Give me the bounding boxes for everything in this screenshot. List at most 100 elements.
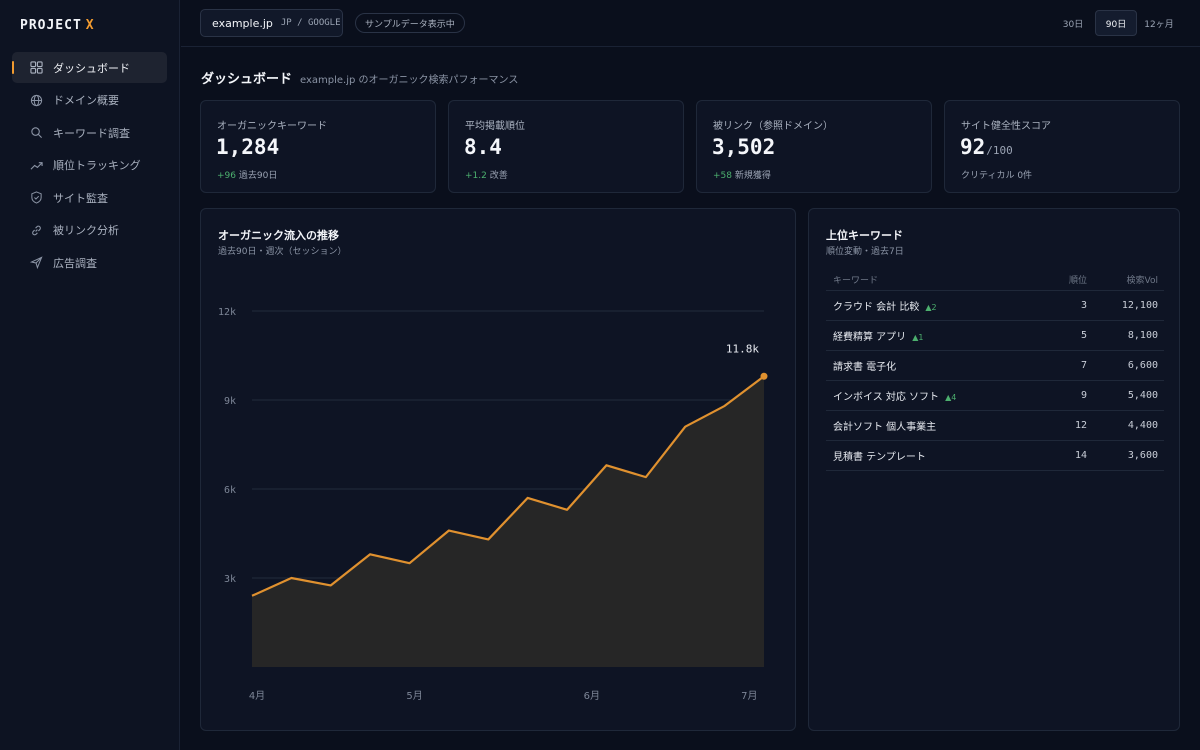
table-row[interactable]: 会計ソフト 個人事業主 12 4,400	[826, 411, 1164, 441]
sidebar-item-backlinks[interactable]: 被リンク分析	[12, 215, 167, 246]
y-tick-label: 9k	[224, 396, 236, 407]
kpi-delta: +1.2	[465, 171, 487, 181]
x-tick-label: 6月	[584, 690, 600, 702]
keyword-cell: 見積書 テンプレート	[826, 448, 1027, 463]
sidebar: PROJECT X ダッシュボード ドメイン概要 キーワード調査 順位トラッキング	[0, 0, 180, 750]
rank-change-badge: ▲4	[945, 393, 956, 402]
range-30d-button[interactable]: 30日	[1062, 19, 1084, 30]
grid-icon	[30, 61, 43, 74]
table-row[interactable]: 経費精算 アプリ ▲1 5 8,100	[826, 321, 1164, 351]
brand-name: PROJECT	[20, 18, 82, 33]
brand-logo[interactable]: PROJECT X	[20, 18, 95, 33]
sidebar-item-dashboard[interactable]: ダッシュボード	[12, 52, 167, 83]
rank-change-value: 4	[951, 393, 957, 402]
sidebar-nav: ダッシュボード ドメイン概要 キーワード調査 順位トラッキング サイト監査	[12, 52, 167, 280]
y-tick-label: 3k	[224, 574, 236, 585]
triangle-up-icon: ▲	[925, 303, 932, 312]
column-header-keyword[interactable]: キーワード	[833, 276, 879, 286]
keyword-text: 請求書 電子化	[833, 362, 897, 373]
x-tick-label: 4月	[249, 690, 265, 702]
last-point-marker	[760, 372, 768, 380]
keyword-text: クラウド 会計 比較	[833, 302, 920, 313]
trend-icon	[30, 159, 43, 172]
sidebar-item-label: 被リンク分析	[53, 224, 119, 237]
keyword-text: 経費精算 アプリ	[833, 332, 907, 343]
link-icon	[30, 224, 43, 237]
panel-subtitle: 順位変動・過去7日	[826, 247, 904, 257]
rank-cell: 3	[1080, 300, 1087, 311]
volume-cell: 5,400	[1127, 390, 1158, 401]
table-row[interactable]: 請求書 電子化 7 6,600	[826, 351, 1164, 381]
page-subtitle: example.jp のオーガニック検索パフォーマンス	[300, 75, 519, 86]
keyword-cell: 会計ソフト 個人事業主	[826, 418, 1027, 433]
rank-change-value: 1	[918, 333, 924, 342]
keyword-cell: 経費精算 アプリ ▲1	[826, 328, 1027, 343]
kpi-card-avg-position: 平均掲載順位 8.4 +1.2 改善	[448, 100, 684, 193]
volume-cell: 12,100	[1121, 300, 1158, 311]
shield-icon	[30, 191, 43, 204]
kpi-label: 平均掲載順位	[465, 121, 525, 132]
kpi-card-backlinks: 被リンク（参照ドメイン） 3,502 +58 新規獲得	[696, 100, 932, 193]
rank-change-badge: ▲2	[925, 303, 936, 312]
rank-change-value: 2	[931, 303, 937, 312]
rank-cell: 14	[1074, 450, 1087, 461]
triangle-up-icon: ▲	[945, 393, 952, 402]
page-header: ダッシュボード example.jp のオーガニック検索パフォーマンス	[201, 68, 518, 87]
volume-cell: 4,400	[1127, 420, 1158, 431]
kpi-footnote: +1.2 改善	[465, 171, 508, 181]
keyword-cell: インボイス 対応 ソフト ▲4	[826, 388, 1027, 403]
send-icon	[30, 256, 43, 269]
locale-label: JP / GOOGLE	[280, 18, 341, 28]
sample-data-badge: サンプルデータ表示中	[355, 13, 465, 33]
keyword-text: 見積書 テンプレート	[833, 452, 926, 463]
sidebar-item-label: サイト監査	[53, 191, 108, 205]
y-tick-label: 6k	[224, 485, 236, 496]
kpi-value: 3,502	[712, 135, 776, 159]
sidebar-item-label: 広告調査	[53, 256, 97, 270]
volume-cell: 3,600	[1127, 450, 1158, 461]
sidebar-item-site-audit[interactable]: サイト監査	[12, 182, 167, 213]
y-tick-label: 12k	[218, 307, 236, 318]
series-line	[251, 375, 765, 597]
x-tick-label: 7月	[741, 690, 757, 702]
organic-traffic-panel: オーガニック流入の推移 過去90日・週次（セッション） 3k 6k 9k 12k 11.…	[200, 208, 796, 731]
sidebar-item-domain-overview[interactable]: ドメイン概要	[12, 85, 167, 116]
series-area	[252, 376, 764, 667]
table-header: キーワード 順位 検索Vol	[826, 269, 1164, 291]
organic-traffic-chart: 3k 6k 9k 12k 11.8k 4月 5月 6月 7月	[218, 307, 768, 702]
table-row[interactable]: インボイス 対応 ソフト ▲4 9 5,400	[826, 381, 1164, 411]
range-90d-button[interactable]: 90日	[1095, 10, 1137, 36]
column-header-rank[interactable]: 順位	[1068, 276, 1087, 286]
panel-subtitle: 過去90日・週次（セッション）	[218, 247, 347, 257]
panel-title: オーガニック流入の推移	[218, 229, 339, 242]
sidebar-item-rank-tracking[interactable]: 順位トラッキング	[12, 150, 167, 181]
table-row[interactable]: クラウド 会計 比較 ▲2 3 12,100	[826, 291, 1164, 321]
search-icon	[30, 126, 43, 139]
domain-selector[interactable]: example.jp JP / GOOGLE	[200, 9, 343, 37]
sidebar-item-label: 順位トラッキング	[53, 159, 141, 172]
kpi-value: 8.4	[464, 135, 502, 159]
sidebar-item-keyword-research[interactable]: キーワード調査	[12, 117, 167, 148]
kpi-label: オーガニックキーワード	[217, 121, 327, 132]
keyword-text: 会計ソフト 個人事業主	[833, 422, 937, 433]
triangle-up-icon: ▲	[912, 333, 919, 342]
page-title: ダッシュボード	[201, 72, 293, 87]
kpi-card-keywords: オーガニックキーワード 1,284 +96 過去90日	[200, 100, 436, 193]
table-row[interactable]: 見積書 テンプレート 14 3,600	[826, 441, 1164, 471]
keyword-cell: 請求書 電子化	[826, 358, 1027, 373]
kpi-footnote: +96 過去90日	[217, 171, 278, 181]
column-header-volume[interactable]: 検索Vol	[1126, 276, 1158, 286]
range-12m-button[interactable]: 12ヶ月	[1144, 19, 1174, 30]
kpi-delta: +58	[713, 171, 732, 181]
kpi-value: 92/100	[960, 135, 1013, 159]
kpi-delta: +96	[217, 171, 236, 181]
sidebar-item-ad-research[interactable]: 広告調査	[12, 247, 167, 278]
sidebar-item-label: ダッシュボード	[53, 61, 130, 75]
table-body: クラウド 会計 比較 ▲2 3 12,100 経費精算 アプリ ▲1 5 8,100 請求書 電…	[826, 291, 1164, 471]
rank-cell: 9	[1080, 390, 1087, 401]
kpi-card-site-health: サイト健全性スコア 92/100 クリティカル 0件	[944, 100, 1180, 193]
topbar: example.jp JP / GOOGLE サンプルデータ表示中 30日 90…	[181, 0, 1200, 47]
last-value-label: 11.8k	[726, 342, 759, 355]
kpi-value: 1,284	[216, 135, 280, 159]
top-keywords-panel: 上位キーワード 順位変動・過去7日 キーワード 順位 検索Vol クラウド 会計…	[808, 208, 1180, 731]
